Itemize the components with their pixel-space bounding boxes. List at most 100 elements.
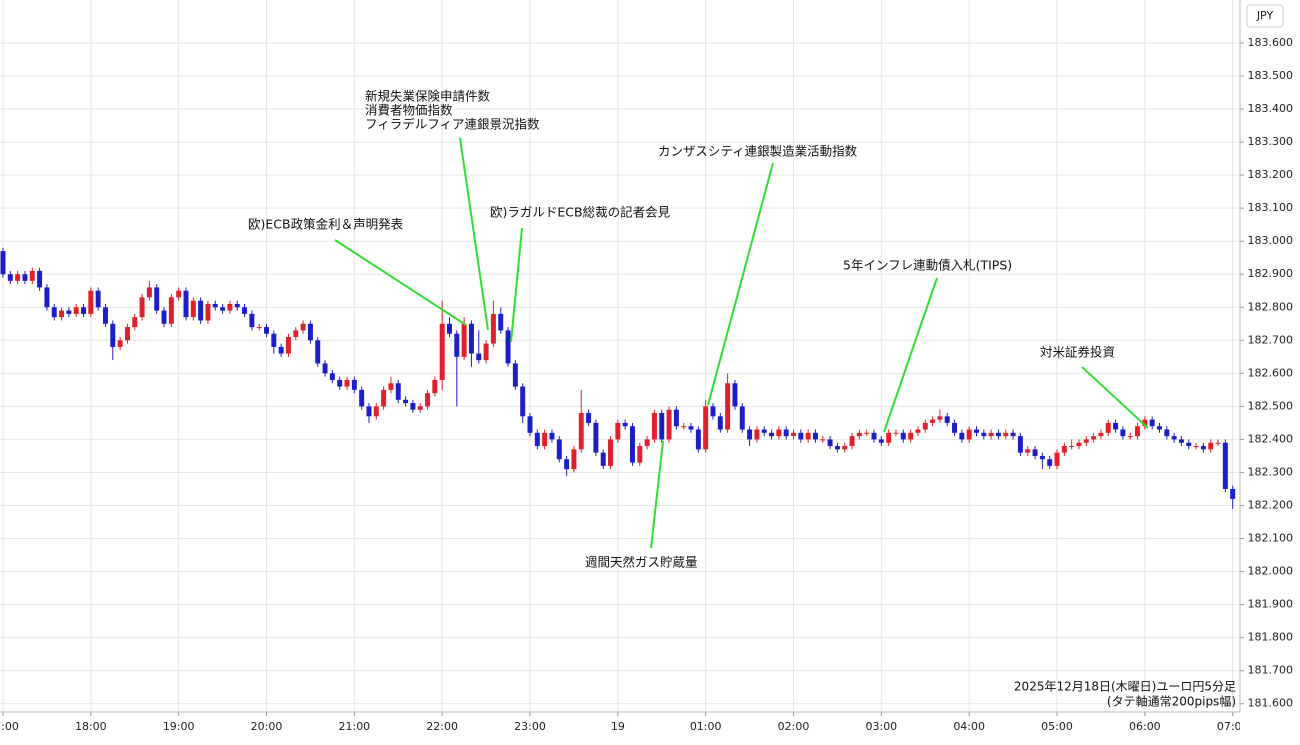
- candle-body: [220, 307, 226, 311]
- annotation-text: 対米証券投資: [1040, 345, 1115, 360]
- candle-body: [556, 439, 562, 460]
- candle-body: [388, 383, 394, 390]
- candle-body: [234, 303, 240, 308]
- candle-body: [198, 300, 204, 321]
- candle-body: [754, 429, 760, 440]
- candle-body: [966, 429, 972, 440]
- candle-body: [586, 412, 592, 423]
- candle-body: [1120, 429, 1126, 437]
- candle-body: [666, 409, 672, 440]
- y-tick-label: 182.800: [1248, 300, 1294, 313]
- candle-body: [717, 416, 723, 430]
- candle-body: [534, 432, 540, 447]
- candle-body: [520, 386, 526, 417]
- candle-body: [146, 287, 152, 298]
- candle-body: [315, 340, 321, 364]
- candle-body: [278, 346, 284, 354]
- currency-label: JPY: [1256, 9, 1274, 22]
- candle-body: [66, 310, 72, 314]
- annotation-text: 新規失業保険申請件数: [365, 89, 491, 104]
- candle-body: [403, 399, 409, 404]
- y-tick-label: 182.900: [1248, 267, 1294, 280]
- candle-body: [154, 287, 160, 311]
- x-tick-label: 20:00: [251, 720, 283, 733]
- candle-body: [476, 353, 482, 361]
- candle-body: [483, 343, 489, 361]
- candle-body: [1047, 459, 1053, 466]
- candle-body: [608, 439, 614, 466]
- candle-body: [1091, 436, 1097, 440]
- candle-body: [703, 406, 709, 450]
- candle-body: [439, 323, 445, 380]
- candle-body: [747, 429, 753, 440]
- candle-body: [571, 449, 577, 470]
- candle-body: [615, 422, 621, 440]
- candle-body: [0, 251, 6, 275]
- annotation-leader: [510, 227, 523, 343]
- y-tick-label: 181.600: [1248, 697, 1294, 710]
- candle-body: [1178, 439, 1184, 443]
- candle-body: [856, 432, 862, 437]
- candle-body: [791, 432, 796, 437]
- candle-body: [1061, 446, 1067, 453]
- candle-body: [1186, 442, 1192, 447]
- candle-body: [834, 446, 840, 450]
- candle-body: [454, 333, 460, 357]
- candle-body: [725, 383, 731, 430]
- candle-body: [593, 422, 599, 453]
- candle-body: [190, 300, 196, 318]
- candle-body: [1200, 446, 1206, 450]
- candle-body: [629, 426, 635, 463]
- candle-body: [432, 379, 438, 394]
- candle-body: [695, 429, 701, 450]
- candle-body: [117, 340, 123, 347]
- candle-body: [337, 379, 343, 387]
- y-tick-label: 182.000: [1248, 565, 1294, 578]
- candle-body: [395, 383, 401, 400]
- candle-body: [227, 303, 233, 311]
- candle-body: [461, 323, 467, 357]
- candle-body: [249, 313, 255, 328]
- candle-body: [1010, 432, 1016, 437]
- y-tick-label: 181.800: [1248, 631, 1294, 644]
- x-tick-label: 01:00: [690, 720, 722, 733]
- candle-body: [864, 432, 870, 434]
- candle-body: [490, 313, 496, 344]
- candle-body: [242, 307, 248, 314]
- y-tick-label: 183.300: [1248, 135, 1294, 148]
- candle-body: [256, 327, 262, 329]
- annotation-leader: [1081, 366, 1149, 429]
- candle-body: [578, 412, 584, 450]
- candle-body: [293, 330, 299, 338]
- candle-body: [110, 323, 116, 347]
- y-tick-label: 183.200: [1248, 168, 1294, 181]
- candle-body: [842, 446, 848, 450]
- x-tick-label: 06:00: [1129, 720, 1161, 733]
- candle-body: [468, 323, 474, 354]
- annotation-leader: [707, 162, 774, 406]
- candle-body: [673, 409, 679, 427]
- candle-body: [915, 429, 921, 433]
- candle-body: [783, 429, 789, 437]
- candle-body: [776, 429, 782, 437]
- y-tick-label: 182.300: [1248, 465, 1294, 478]
- candle-body: [886, 432, 892, 443]
- candle-body: [1127, 436, 1133, 438]
- candle-body: [761, 429, 767, 433]
- candle-body: [849, 436, 855, 447]
- candle-body: [183, 290, 189, 318]
- x-tick-label: 07:00: [1217, 720, 1249, 733]
- y-tick-label: 181.900: [1248, 598, 1294, 611]
- y-tick-label: 182.400: [1248, 432, 1294, 445]
- candle-body: [205, 303, 211, 321]
- candle-body: [564, 459, 570, 470]
- candle-body: [381, 389, 387, 407]
- candle-body: [88, 290, 94, 314]
- candle-body: [1171, 436, 1177, 440]
- candle-body: [410, 403, 416, 410]
- candle-body: [1222, 442, 1228, 489]
- candle-body: [344, 379, 350, 387]
- candle-body: [168, 297, 174, 324]
- candle-body: [161, 310, 167, 324]
- candle-body: [1105, 422, 1111, 433]
